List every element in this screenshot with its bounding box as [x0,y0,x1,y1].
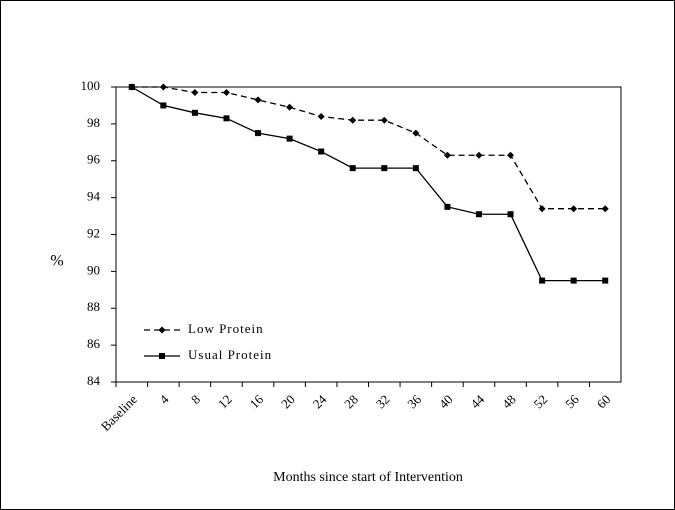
data-point [507,211,514,218]
data-point [380,116,388,124]
data-point [349,116,357,124]
data-point [318,148,325,155]
data-point [538,205,546,213]
data-point [507,151,515,159]
y-tick-label: 94 [87,189,101,204]
data-point [570,205,578,213]
series-line [131,86,606,210]
data-point [475,211,482,218]
y-tick-label: 88 [87,299,100,314]
data-point [602,277,609,284]
data-point [381,165,388,172]
data-point [349,165,356,172]
legend-label: Low Protein [188,321,264,336]
data-point [223,115,230,122]
data-point [255,130,262,137]
data-point [601,205,609,213]
legend-marker [159,353,165,359]
data-point [222,89,230,97]
series-line [131,86,606,282]
y-tick-label: 96 [87,152,101,167]
data-point [444,203,451,210]
data-point [191,89,199,97]
data-point [412,129,420,137]
data-point [286,135,293,142]
y-tick-label: 100 [81,78,101,93]
data-point [160,102,167,109]
y-axis-label: % [50,253,63,270]
data-point [570,277,577,284]
data-point [317,113,325,120]
legend-marker [158,326,166,334]
data-point [443,151,451,159]
data-point [254,96,262,104]
data-point [159,83,167,91]
data-point [191,109,198,116]
y-tick-label: 90 [87,262,100,277]
data-point [412,165,419,172]
y-tick-label: 92 [87,225,100,240]
data-point [286,103,294,111]
y-tick-label: 86 [87,336,101,351]
y-tick-label: 98 [87,115,100,130]
x-axis-label: Months since start of Intervention [273,470,463,485]
y-tick-label: 84 [87,373,101,388]
legend-label: Usual Protein [188,347,272,362]
data-point [475,151,483,159]
data-point [128,84,135,90]
data-point [539,277,546,284]
